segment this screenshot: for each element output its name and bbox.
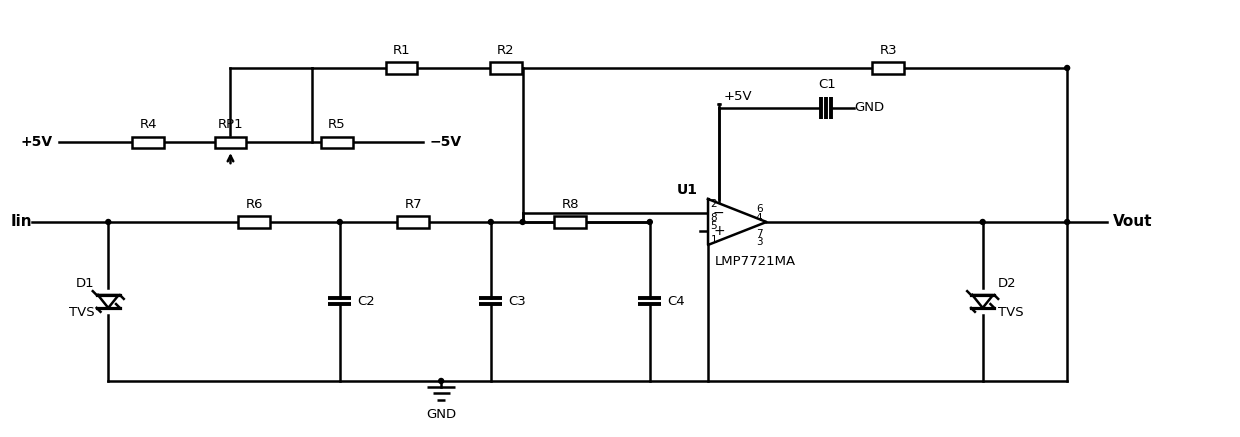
Text: GND: GND — [854, 101, 884, 114]
Text: R3: R3 — [879, 44, 897, 57]
Text: D1: D1 — [76, 277, 94, 290]
Text: TVS: TVS — [998, 306, 1023, 319]
Bar — [554, 216, 587, 228]
Circle shape — [337, 219, 342, 225]
Text: C3: C3 — [508, 295, 526, 308]
Circle shape — [647, 219, 652, 225]
Text: C1: C1 — [818, 78, 836, 91]
Text: R2: R2 — [497, 44, 515, 57]
Text: R4: R4 — [139, 118, 156, 131]
Text: 7: 7 — [756, 229, 763, 239]
Text: R5: R5 — [329, 118, 346, 131]
Text: +5V: +5V — [21, 135, 52, 149]
Bar — [215, 137, 247, 148]
Text: 6: 6 — [756, 205, 763, 215]
Bar — [490, 62, 522, 74]
Text: 3: 3 — [756, 237, 763, 247]
Text: −: − — [713, 206, 724, 220]
Polygon shape — [972, 295, 993, 308]
Text: TVS: TVS — [68, 306, 94, 319]
Bar — [238, 216, 270, 228]
Text: D2: D2 — [998, 277, 1017, 290]
Text: +: + — [713, 224, 724, 238]
Text: R6: R6 — [246, 198, 263, 211]
Text: C4: C4 — [667, 295, 684, 308]
Text: 5: 5 — [711, 221, 717, 231]
Text: 8: 8 — [711, 213, 717, 223]
Circle shape — [520, 219, 525, 225]
Text: LMP7721MA: LMP7721MA — [714, 255, 796, 268]
Text: C2: C2 — [357, 295, 374, 308]
Polygon shape — [98, 295, 119, 308]
Text: Iin: Iin — [10, 215, 32, 229]
Text: U1: U1 — [677, 183, 698, 197]
Text: 4: 4 — [756, 213, 763, 223]
Text: GND: GND — [427, 408, 456, 421]
Text: 1: 1 — [711, 235, 717, 245]
Text: Vout: Vout — [1112, 215, 1152, 229]
Text: R1: R1 — [393, 44, 410, 57]
Circle shape — [980, 219, 985, 225]
Text: +5V: +5V — [723, 90, 751, 103]
Text: −5V: −5V — [429, 135, 461, 149]
Circle shape — [105, 219, 110, 225]
Circle shape — [489, 219, 494, 225]
Bar — [398, 216, 429, 228]
Circle shape — [1065, 66, 1070, 70]
Text: RP1: RP1 — [218, 118, 243, 131]
Bar — [873, 62, 904, 74]
Text: R8: R8 — [562, 198, 579, 211]
Bar — [133, 137, 164, 148]
Bar — [386, 62, 418, 74]
Polygon shape — [708, 199, 766, 245]
Text: 2: 2 — [711, 199, 717, 209]
Circle shape — [1065, 219, 1070, 225]
Bar — [321, 137, 352, 148]
Circle shape — [439, 378, 444, 383]
Text: R7: R7 — [404, 198, 422, 211]
